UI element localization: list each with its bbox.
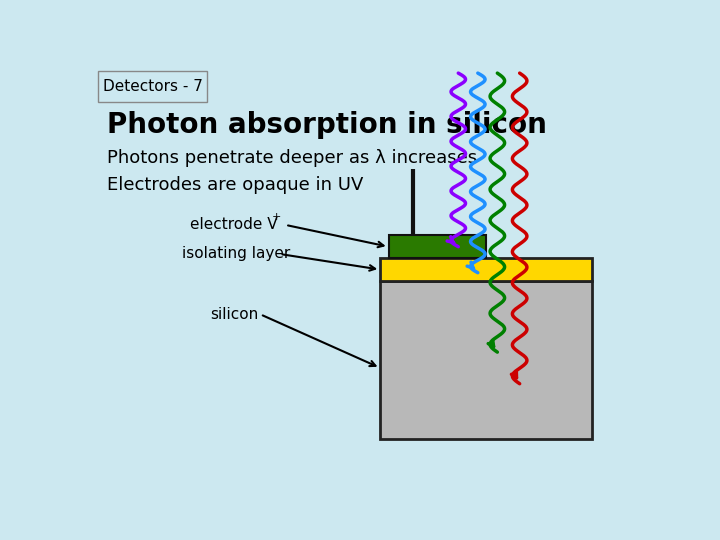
FancyBboxPatch shape <box>99 71 207 102</box>
Bar <box>389 235 486 258</box>
Bar <box>380 258 593 281</box>
Text: silicon: silicon <box>210 307 258 322</box>
Text: electrode V: electrode V <box>190 218 278 232</box>
Text: Electrodes are opaque in UV: Electrodes are opaque in UV <box>107 177 363 194</box>
Text: Photons penetrate deeper as λ increases: Photons penetrate deeper as λ increases <box>107 150 477 167</box>
Text: Detectors - 7: Detectors - 7 <box>103 79 203 94</box>
Text: Photon absorption in silicon: Photon absorption in silicon <box>107 111 546 139</box>
Text: +: + <box>271 212 281 222</box>
Bar <box>380 281 593 439</box>
Text: isolating layer: isolating layer <box>182 246 290 261</box>
